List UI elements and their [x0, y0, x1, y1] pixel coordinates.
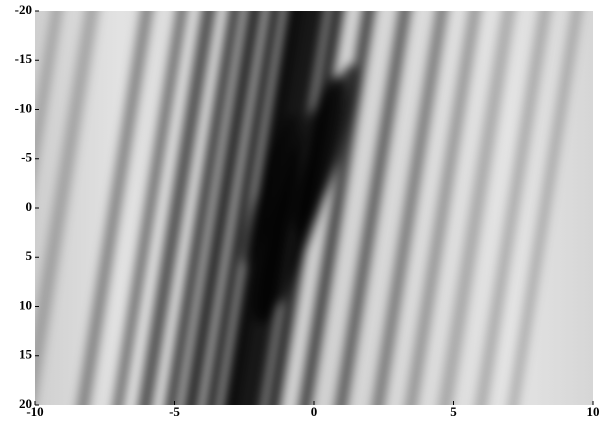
stripe	[372, 11, 448, 405]
y-tick-label: 20	[19, 396, 32, 411]
field-pattern	[35, 11, 582, 405]
y-tick-label: 10	[19, 297, 32, 312]
stripe	[438, 11, 516, 405]
core	[293, 64, 357, 236]
stripe	[113, 11, 187, 405]
x-tick-label: 5	[450, 404, 457, 419]
stripe	[138, 11, 216, 405]
stripe	[335, 11, 411, 405]
x-tick-label: -10	[26, 404, 43, 419]
y-tick-label: -5	[21, 150, 32, 165]
stripe	[35, 11, 62, 177]
x-tick-label: 0	[311, 404, 318, 419]
stripe	[183, 11, 263, 405]
stripe	[165, 11, 241, 405]
stripe	[77, 11, 153, 405]
stripe	[405, 11, 481, 405]
y-tick-label: -10	[15, 100, 32, 115]
y-tick-label: -20	[15, 2, 32, 17]
axes: -10 -5 0 5 10 -20 -15 -10 -5 0 5 10 15 20	[15, 2, 600, 419]
x-tick-label: 10	[587, 404, 600, 419]
stripe	[299, 11, 375, 405]
stripe	[508, 11, 582, 405]
stripe	[475, 11, 551, 405]
core	[242, 113, 298, 267]
y-tick-label: 15	[19, 347, 33, 362]
stripe	[205, 11, 281, 405]
stripe	[35, 11, 99, 405]
y-tick-label: 0	[26, 199, 33, 214]
x-tick-label: -5	[169, 404, 180, 419]
y-tick-label: 5	[26, 248, 33, 263]
y-tick-label: -15	[15, 51, 33, 66]
